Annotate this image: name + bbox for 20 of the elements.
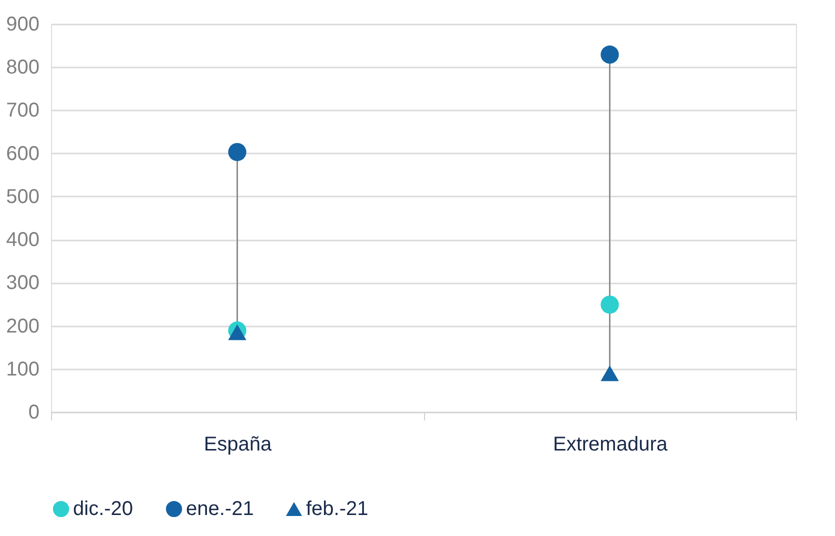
y-tick-label: 500: [6, 186, 40, 208]
point: [600, 46, 619, 64]
legend-label: ene.-21: [186, 498, 254, 520]
y-tick-label: 800: [6, 56, 40, 79]
y-tick-label: 300: [6, 272, 40, 294]
y-tick-label: 100: [6, 358, 40, 380]
y-tick-label: 700: [6, 100, 40, 122]
point: [228, 142, 246, 162]
y-tick-label: 200: [6, 315, 40, 338]
y-tick-label: 900: [6, 14, 40, 36]
x-tick-label: España: [204, 434, 273, 456]
y-tick-label: 400: [6, 229, 40, 252]
legend-label: feb.-21: [306, 498, 368, 520]
point: [600, 365, 619, 382]
point: [228, 324, 246, 340]
legend-label: dic.-20: [73, 498, 134, 520]
point: [600, 296, 619, 314]
y-tick-label: 600: [6, 142, 40, 165]
x-tick-label: Extremadura: [553, 434, 668, 456]
y-tick-label: 0: [28, 402, 40, 424]
